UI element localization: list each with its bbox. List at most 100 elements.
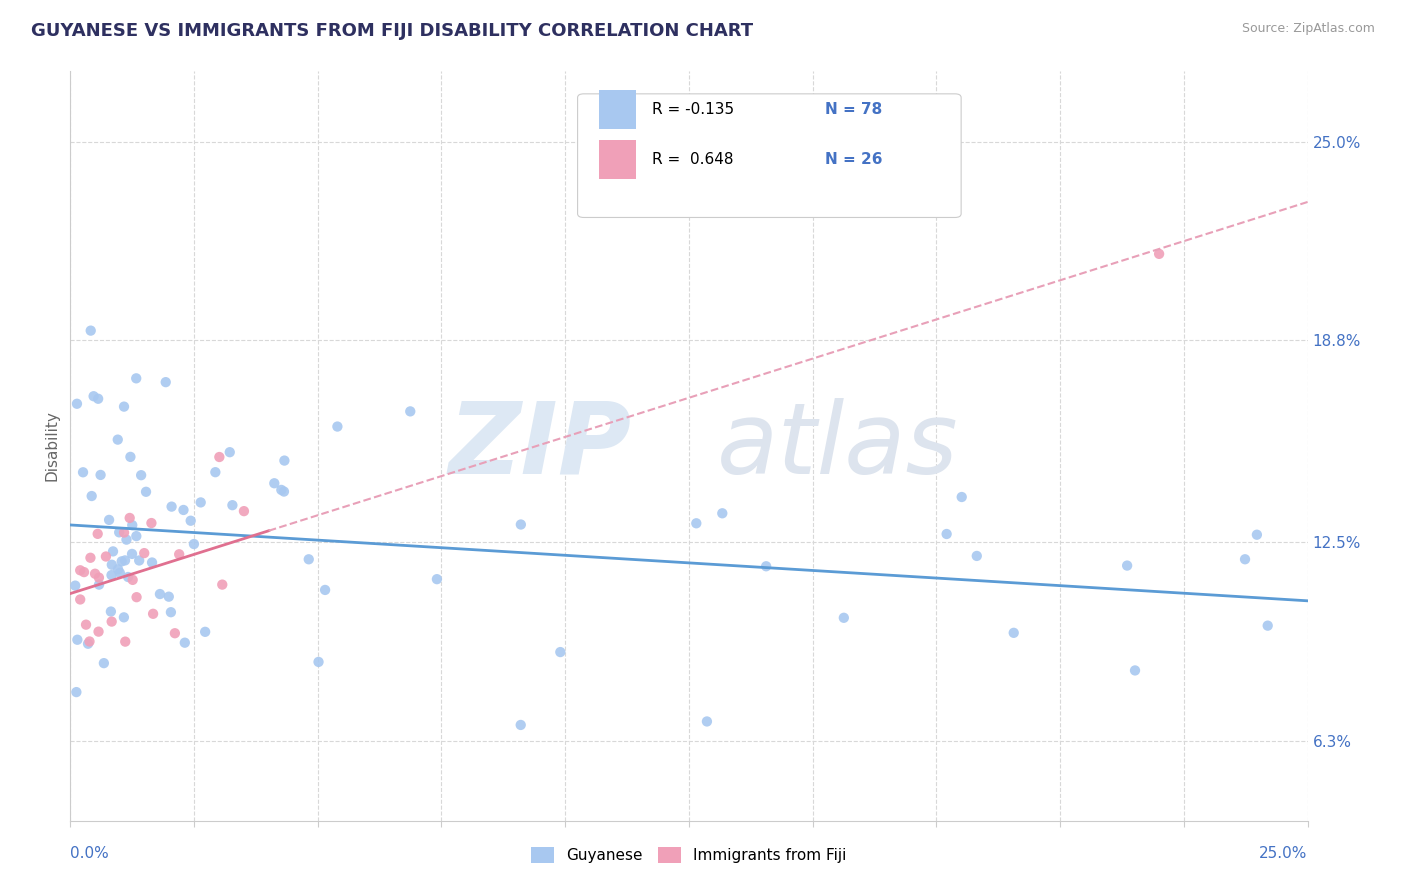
Point bbox=[121, 573, 143, 587]
Point bbox=[118, 511, 141, 525]
Point bbox=[125, 590, 148, 604]
Point bbox=[87, 577, 110, 591]
Point bbox=[141, 516, 163, 530]
Point bbox=[685, 516, 707, 531]
Point bbox=[87, 571, 110, 585]
Point bbox=[160, 605, 183, 619]
Point bbox=[114, 553, 136, 567]
Point bbox=[120, 450, 142, 464]
Point bbox=[73, 565, 96, 579]
Point bbox=[112, 525, 135, 540]
Point bbox=[66, 397, 89, 411]
Point bbox=[509, 517, 531, 532]
Point bbox=[211, 577, 233, 591]
Point bbox=[160, 500, 183, 514]
Point bbox=[399, 404, 422, 418]
Point bbox=[1257, 618, 1279, 632]
Point bbox=[101, 544, 124, 558]
Point bbox=[80, 324, 103, 338]
Point bbox=[80, 489, 103, 503]
Point bbox=[1002, 625, 1025, 640]
Point bbox=[1123, 664, 1146, 678]
Point bbox=[79, 550, 101, 565]
Point bbox=[87, 392, 110, 406]
Y-axis label: Disability: Disability bbox=[44, 410, 59, 482]
Point bbox=[204, 465, 226, 479]
Point bbox=[98, 513, 121, 527]
Point bbox=[108, 566, 131, 580]
FancyBboxPatch shape bbox=[599, 90, 636, 129]
Point bbox=[94, 549, 117, 564]
Point bbox=[86, 526, 108, 541]
Point bbox=[100, 615, 122, 629]
Text: N = 78: N = 78 bbox=[825, 102, 883, 117]
Point bbox=[72, 465, 94, 479]
Point bbox=[1246, 527, 1268, 541]
Point bbox=[100, 568, 122, 582]
Point bbox=[84, 566, 107, 581]
Point bbox=[125, 529, 148, 543]
Point bbox=[208, 450, 231, 464]
Point bbox=[135, 484, 157, 499]
Text: 0.0%: 0.0% bbox=[70, 847, 110, 862]
Text: atlas: atlas bbox=[717, 398, 959, 494]
Point bbox=[90, 467, 112, 482]
Point bbox=[108, 525, 131, 540]
Point bbox=[696, 714, 718, 729]
Point bbox=[65, 685, 87, 699]
Point bbox=[141, 556, 163, 570]
Point bbox=[75, 617, 97, 632]
Point bbox=[308, 655, 330, 669]
Point bbox=[149, 587, 172, 601]
Point bbox=[129, 468, 152, 483]
Point bbox=[167, 547, 190, 561]
Point bbox=[163, 626, 186, 640]
Point bbox=[142, 607, 165, 621]
Point bbox=[100, 605, 122, 619]
Point bbox=[87, 624, 110, 639]
Point bbox=[314, 582, 336, 597]
Point bbox=[173, 503, 195, 517]
Point bbox=[426, 572, 449, 586]
Point bbox=[101, 558, 124, 572]
Legend: Guyanese, Immigrants from Fiji: Guyanese, Immigrants from Fiji bbox=[524, 841, 853, 869]
Point bbox=[112, 610, 135, 624]
Point bbox=[233, 504, 256, 518]
Point bbox=[121, 518, 143, 533]
FancyBboxPatch shape bbox=[578, 94, 962, 218]
Point bbox=[111, 554, 134, 568]
Point bbox=[966, 549, 988, 563]
Point bbox=[77, 637, 100, 651]
Point bbox=[69, 592, 91, 607]
Point bbox=[298, 552, 321, 566]
Point bbox=[935, 527, 957, 541]
Point bbox=[107, 433, 129, 447]
Point bbox=[83, 389, 105, 403]
Point bbox=[1147, 247, 1170, 261]
Text: Source: ZipAtlas.com: Source: ZipAtlas.com bbox=[1241, 22, 1375, 36]
Point bbox=[115, 533, 138, 547]
Point bbox=[180, 514, 202, 528]
Text: R = -0.135: R = -0.135 bbox=[652, 102, 734, 117]
Point bbox=[509, 718, 531, 732]
FancyBboxPatch shape bbox=[599, 139, 636, 178]
Point bbox=[121, 547, 143, 561]
Point bbox=[114, 634, 136, 648]
Point bbox=[65, 579, 87, 593]
Text: N = 26: N = 26 bbox=[825, 152, 883, 167]
Point bbox=[1116, 558, 1139, 573]
Point bbox=[155, 375, 177, 389]
Point bbox=[711, 506, 734, 520]
Point bbox=[950, 490, 973, 504]
Point bbox=[107, 562, 129, 576]
Point bbox=[755, 559, 778, 574]
Point bbox=[134, 546, 156, 560]
Point bbox=[183, 537, 205, 551]
Point bbox=[117, 570, 139, 584]
Point bbox=[128, 553, 150, 567]
Point bbox=[550, 645, 572, 659]
Point bbox=[326, 419, 349, 434]
Point bbox=[1234, 552, 1257, 566]
Point bbox=[194, 624, 217, 639]
Text: 25.0%: 25.0% bbox=[1260, 847, 1308, 862]
